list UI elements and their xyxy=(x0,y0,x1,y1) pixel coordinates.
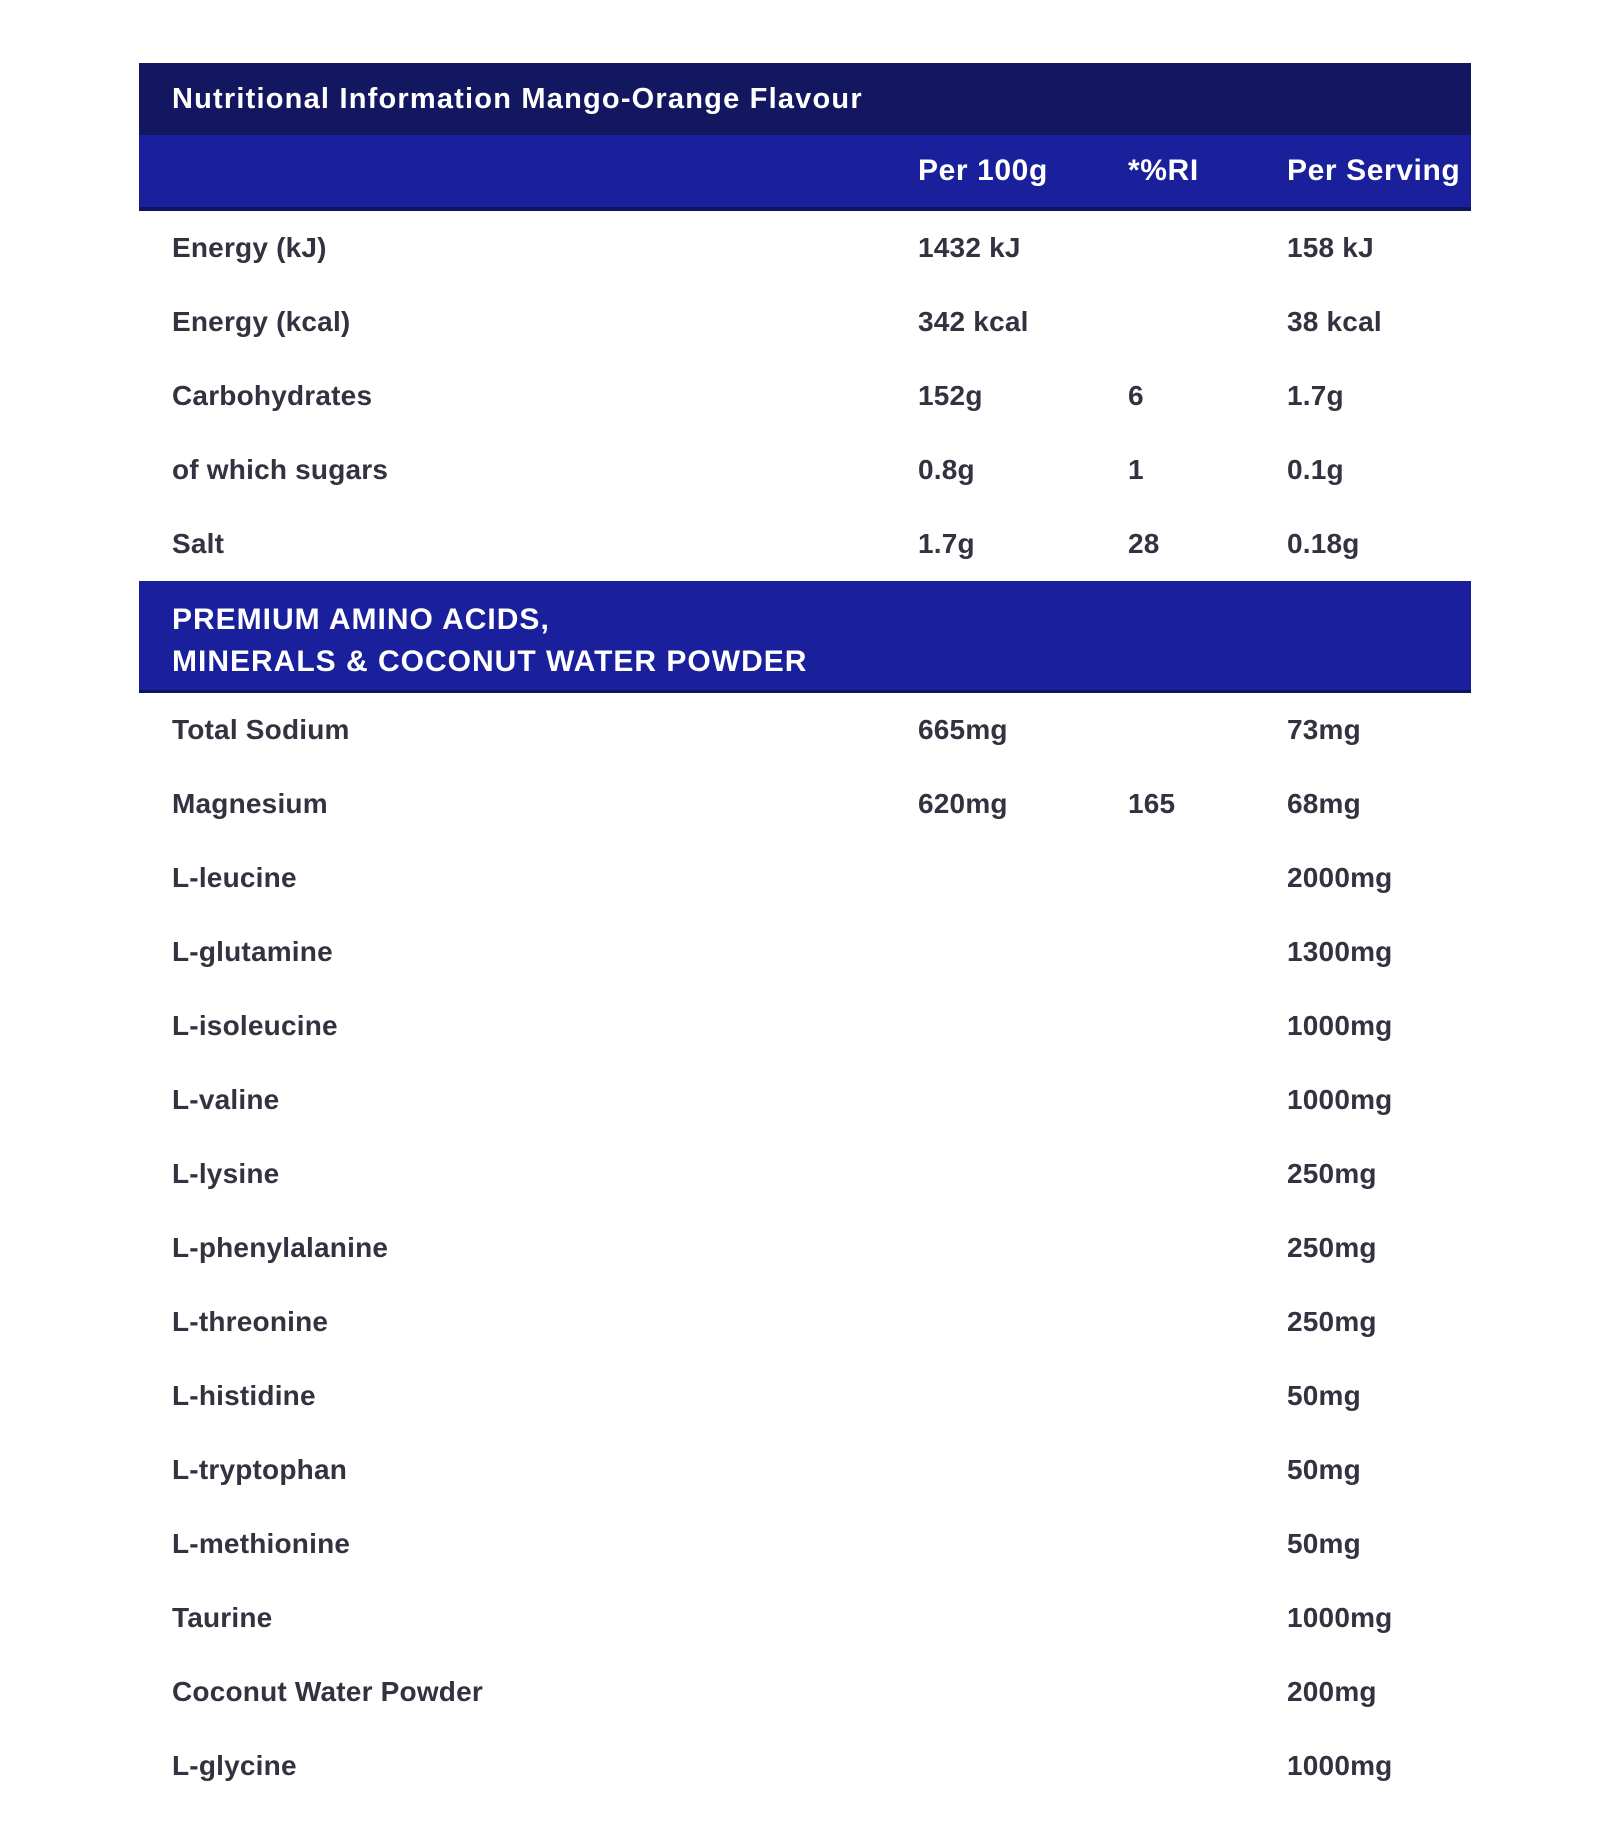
row-label: Energy (kcal) xyxy=(172,306,351,337)
row-value-ri: 1 xyxy=(1128,454,1144,485)
table-row: Taurine 1000mg xyxy=(139,1581,1471,1655)
table-row: Energy (kcal) 342 kcal 38 kcal xyxy=(139,285,1471,359)
row-label: Carbohydrates xyxy=(172,380,373,411)
row-value-per-serving: 50mg xyxy=(1287,1454,1361,1485)
row-label: L-isoleucine xyxy=(172,1010,338,1041)
row-value-per-serving: 0.1g xyxy=(1287,454,1344,485)
row-label: L-lysine xyxy=(172,1158,280,1189)
row-label: L-threonine xyxy=(172,1306,329,1337)
table-row: L-methionine 50mg xyxy=(139,1507,1471,1581)
section-header-bar: PREMIUM AMINO ACIDS, MINERALS & COCONUT … xyxy=(139,581,1471,693)
row-value-per100g: 1.7g xyxy=(918,528,975,559)
table-row: L-tryptophan 50mg xyxy=(139,1433,1471,1507)
column-header-row: Per 100g *%RI Per Serving xyxy=(139,135,1471,211)
table-row: L-leucine 2000mg xyxy=(139,841,1471,915)
row-value-per-serving: 2000mg xyxy=(1287,862,1393,893)
row-value-per-serving: 38 kcal xyxy=(1287,306,1382,337)
row-value-per100g: 152g xyxy=(918,380,983,411)
column-header-per100g: Per 100g xyxy=(918,154,1048,187)
row-label: Magnesium xyxy=(172,788,328,819)
row-value-per-serving: 158 kJ xyxy=(1287,232,1374,263)
row-label: Energy (kJ) xyxy=(172,232,327,263)
row-value-per-serving: 1300mg xyxy=(1287,936,1393,967)
macro-nutrient-rows: Energy (kJ) 1432 kJ 158 kJ Energy (kcal)… xyxy=(139,211,1471,581)
table-title: Nutritional Information Mango-Orange Fla… xyxy=(172,82,863,115)
column-header-ri: *%RI xyxy=(1128,154,1199,187)
table-row: Coconut Water Powder 200mg xyxy=(139,1655,1471,1729)
row-value-per100g: 620mg xyxy=(918,788,1008,819)
row-value-per-serving: 73mg xyxy=(1287,714,1361,745)
row-value-ri: 165 xyxy=(1128,788,1176,819)
nutrition-table: Nutritional Information Mango-Orange Fla… xyxy=(139,63,1471,1803)
row-label: Taurine xyxy=(172,1602,273,1633)
row-value-per100g: 1432 kJ xyxy=(918,232,1021,263)
table-row: L-histidine 50mg xyxy=(139,1359,1471,1433)
row-value-per-serving: 50mg xyxy=(1287,1528,1361,1559)
row-label: L-methionine xyxy=(172,1528,351,1559)
row-value-ri: 28 xyxy=(1128,528,1160,559)
table-row: L-phenylalanine 250mg xyxy=(139,1211,1471,1285)
table-row: L-lysine 250mg xyxy=(139,1137,1471,1211)
row-value-per100g: 0.8g xyxy=(918,454,975,485)
table-row: Magnesium 620mg 165 68mg xyxy=(139,767,1471,841)
row-label: L-leucine xyxy=(172,862,297,893)
row-value-per-serving: 50mg xyxy=(1287,1380,1361,1411)
row-value-per-serving: 1000mg xyxy=(1287,1750,1393,1781)
row-value-per-serving: 250mg xyxy=(1287,1306,1377,1337)
row-label: Salt xyxy=(172,528,225,559)
row-value-per-serving: 1000mg xyxy=(1287,1010,1393,1041)
row-value-per-serving: 68mg xyxy=(1287,788,1361,819)
row-label: L-phenylalanine xyxy=(172,1232,389,1263)
row-value-per-serving: 250mg xyxy=(1287,1158,1377,1189)
section-header-line2: MINERALS & COCONUT WATER POWDER xyxy=(172,645,808,678)
row-label: L-valine xyxy=(172,1084,280,1115)
row-value-per-serving: 1000mg xyxy=(1287,1602,1393,1633)
row-label: Coconut Water Powder xyxy=(172,1676,483,1707)
table-row: Energy (kJ) 1432 kJ 158 kJ xyxy=(139,211,1471,285)
row-value-per-serving: 200mg xyxy=(1287,1676,1377,1707)
row-value-per-serving: 0.18g xyxy=(1287,528,1360,559)
table-row: Total Sodium 665mg 73mg xyxy=(139,693,1471,767)
row-label: Total Sodium xyxy=(172,714,350,745)
row-value-per-serving: 250mg xyxy=(1287,1232,1377,1263)
row-value-per100g: 342 kcal xyxy=(918,306,1029,337)
section-header-line1: PREMIUM AMINO ACIDS, xyxy=(172,603,550,636)
table-row: of which sugars 0.8g 1 0.1g xyxy=(139,433,1471,507)
column-header-per-serving: Per Serving xyxy=(1287,154,1461,187)
row-label: of which sugars xyxy=(172,454,389,485)
table-title-bar: Nutritional Information Mango-Orange Fla… xyxy=(139,63,1471,135)
table-row: Salt 1.7g 28 0.18g xyxy=(139,507,1471,581)
table-row: L-glycine 1000mg xyxy=(139,1729,1471,1803)
row-value-ri: 6 xyxy=(1128,380,1144,411)
row-label: L-histidine xyxy=(172,1380,316,1411)
row-label: L-glutamine xyxy=(172,936,333,967)
amino-acid-rows: Total Sodium 665mg 73mg Magnesium 620mg … xyxy=(139,693,1471,1803)
table-row: L-isoleucine 1000mg xyxy=(139,989,1471,1063)
table-row: Carbohydrates 152g 6 1.7g xyxy=(139,359,1471,433)
row-value-per-serving: 1.7g xyxy=(1287,380,1344,411)
table-row: L-glutamine 1300mg xyxy=(139,915,1471,989)
row-value-per100g: 665mg xyxy=(918,714,1008,745)
table-row: L-threonine 250mg xyxy=(139,1285,1471,1359)
row-label: L-glycine xyxy=(172,1750,297,1781)
table-row: L-valine 1000mg xyxy=(139,1063,1471,1137)
row-value-per-serving: 1000mg xyxy=(1287,1084,1393,1115)
row-label: L-tryptophan xyxy=(172,1454,348,1485)
